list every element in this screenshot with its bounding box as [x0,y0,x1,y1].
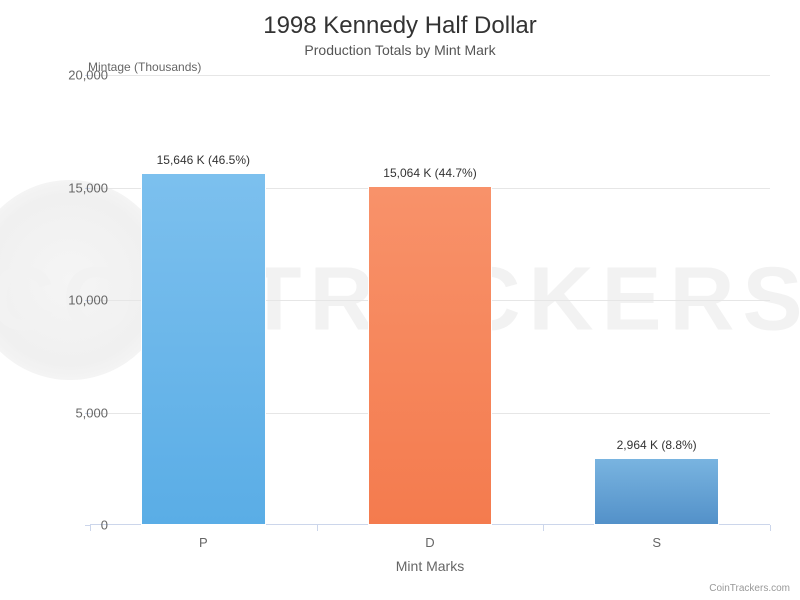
bar-label-D: 15,064 K (44.7%) [383,166,476,180]
y-tick-label: 0 [48,518,108,533]
bar-S[interactable] [594,458,719,525]
x-tick-label-S: S [652,535,661,550]
y-tick-label: 10,000 [48,293,108,308]
bar-label-S: 2,964 K (8.8%) [617,438,697,452]
bar-D[interactable] [368,186,493,525]
x-tick-label-P: P [199,535,208,550]
x-tick-label-D: D [425,535,434,550]
y-tick-label: 5,000 [48,405,108,420]
x-tick [770,525,771,531]
chart-title: 1998 Kennedy Half Dollar [0,0,800,40]
chart-subtitle: Production Totals by Mint Mark [0,40,800,58]
credits: CoinTrackers.com [709,583,790,594]
bar-label-P: 15,646 K (46.5%) [157,153,250,167]
x-tick [543,525,544,531]
bar-P[interactable] [141,173,266,525]
plot-area: 15,646 K (46.5%) 15,064 K (44.7%) 2,964 K … [90,75,770,525]
x-tick [317,525,318,531]
chart-container: 1998 Kennedy Half Dollar Production Tota… [0,0,800,600]
grid-line [90,75,770,76]
y-tick-label: 15,000 [48,180,108,195]
x-axis-title: Mint Marks [396,558,464,574]
y-tick-label: 20,000 [48,68,108,83]
